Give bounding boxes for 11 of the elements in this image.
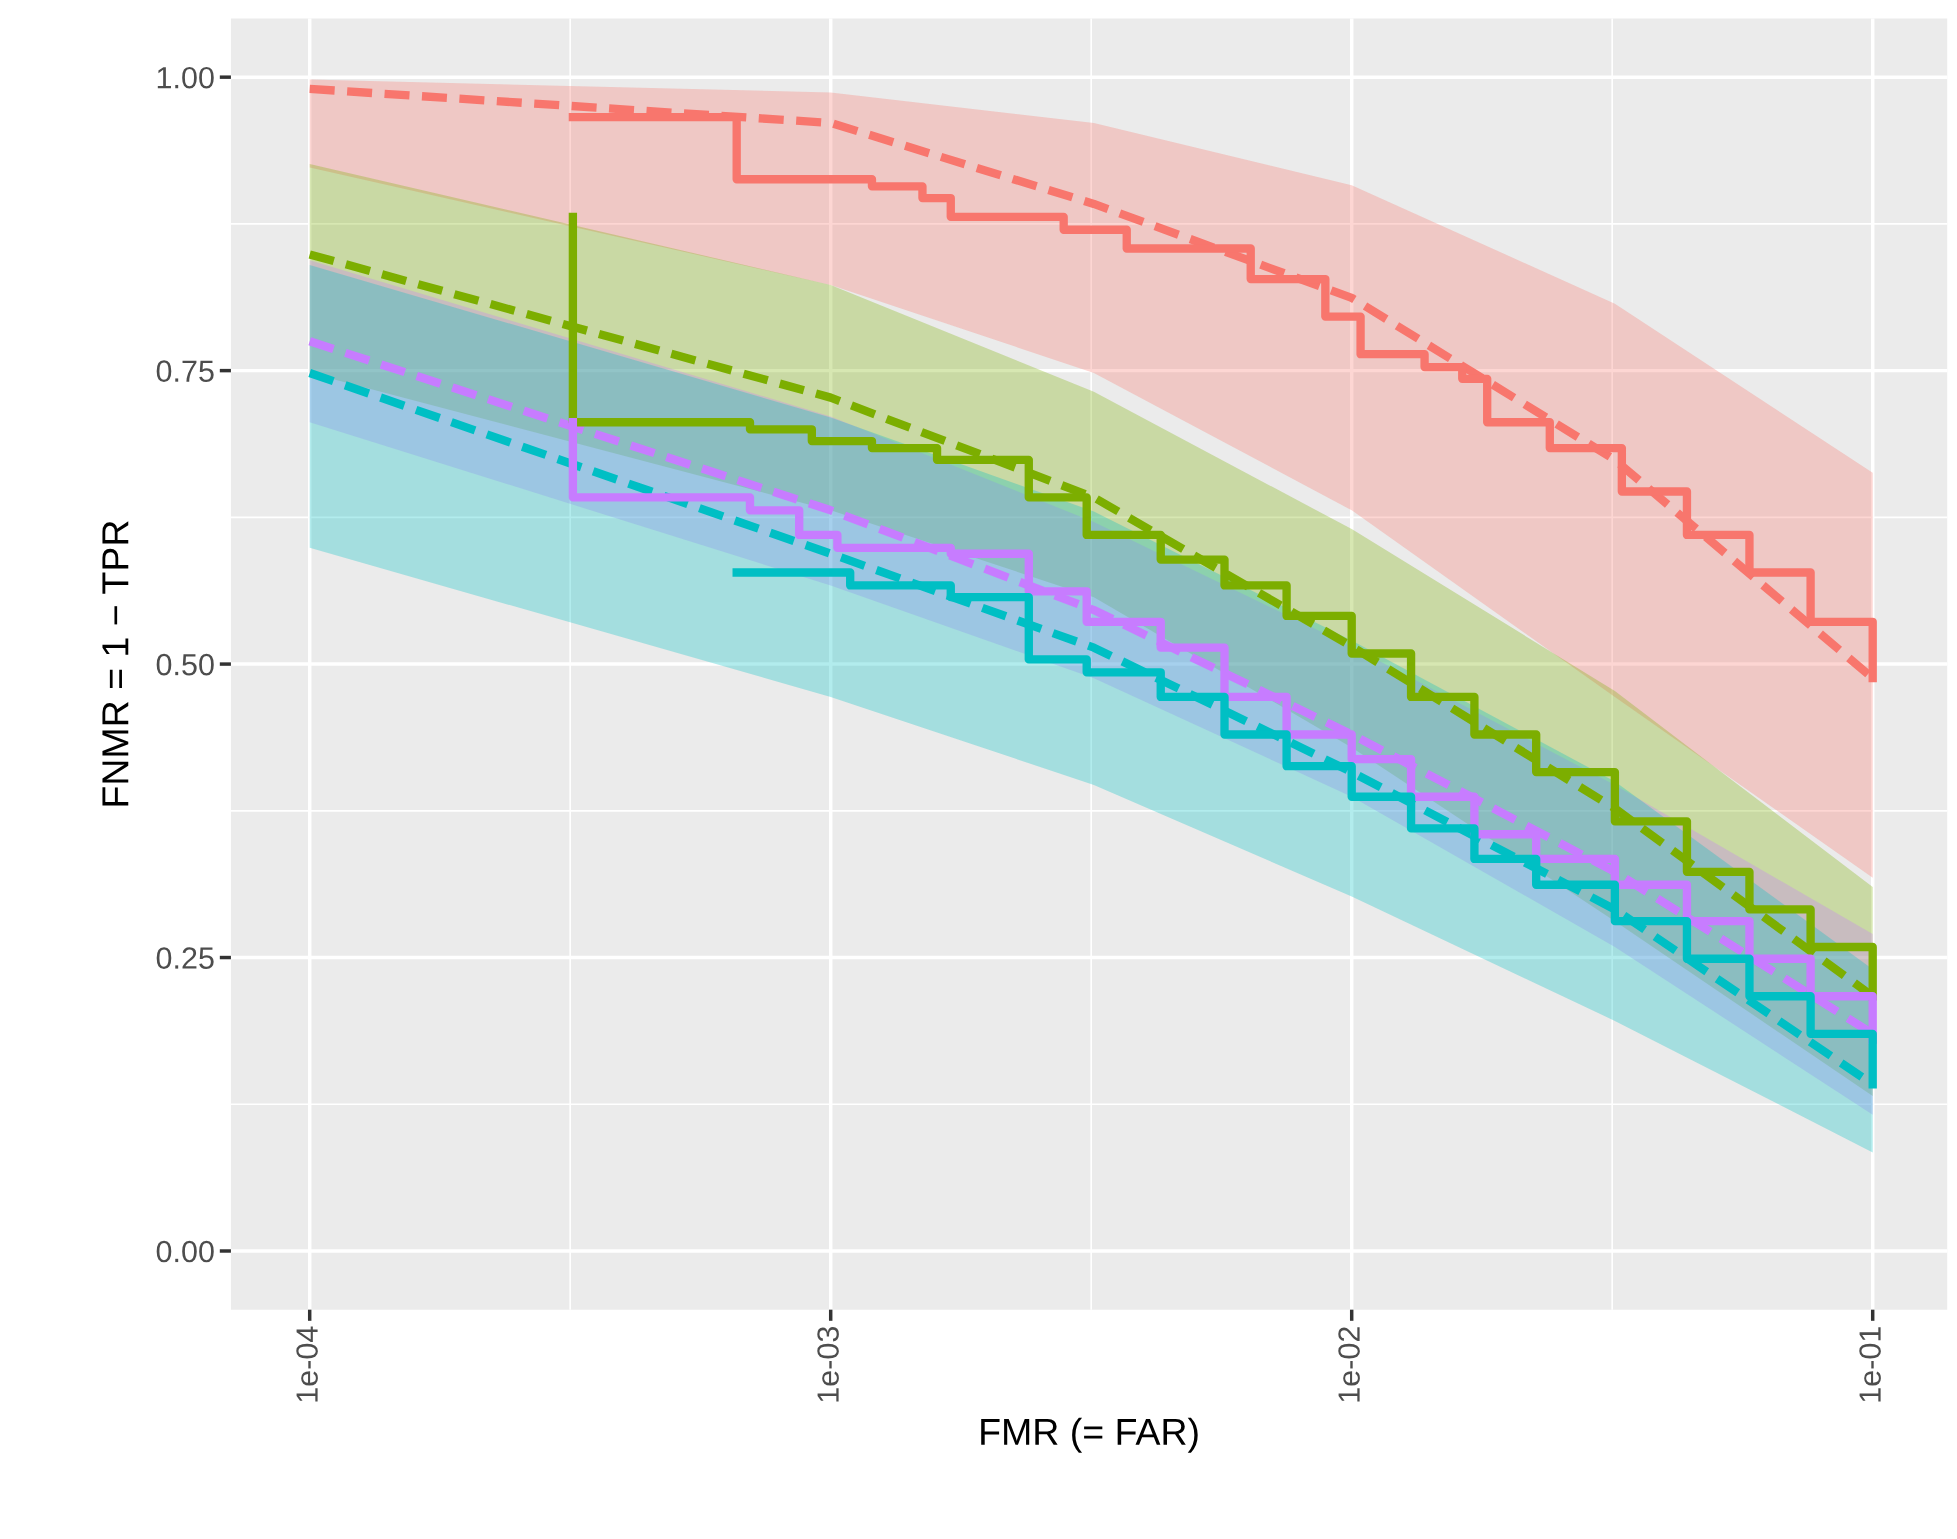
y-tick-label: 0.75	[156, 360, 214, 382]
y-tick-label: 0.25	[156, 947, 214, 969]
x-axis-title: FMR (= FAR)	[981, 1417, 1198, 1453]
y-tick-label: 0.50	[156, 653, 214, 676]
x-tick-label: 1e-02	[1338, 1327, 1360, 1402]
y-tick-label: 0.00	[156, 1240, 214, 1263]
y-tick-label: 1.00	[157, 66, 214, 89]
x-tick-label: 1e-01	[1859, 1327, 1881, 1402]
y-axis-title: FNMR = 1 − TPR	[102, 521, 129, 806]
x-tick-label: 1e-04	[296, 1326, 318, 1402]
x-tick-label: 1e-03	[817, 1327, 839, 1402]
